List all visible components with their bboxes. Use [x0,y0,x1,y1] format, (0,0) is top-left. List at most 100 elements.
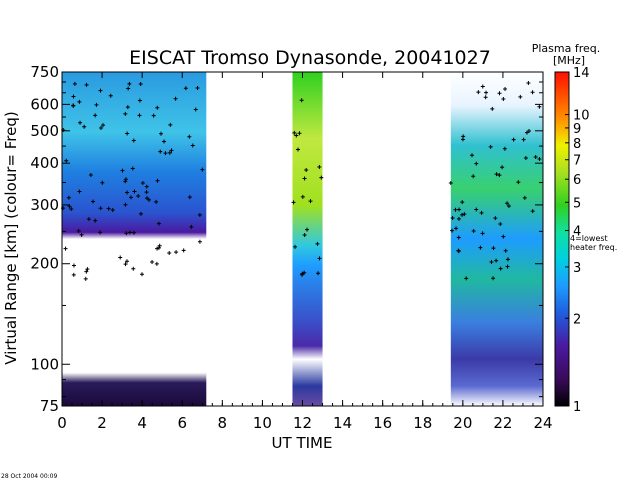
x-axis: 0 2 4 6 8 10 12 14 16 18 20 22 24 [57,72,553,432]
trace-marker [123,111,128,116]
trace-marker [497,173,502,178]
trace-marker [82,124,87,129]
trace-marker [537,104,542,109]
trace-marker [93,113,98,118]
colorbar-tick-label: 10 [573,109,590,124]
trace-marker [138,81,143,86]
colorbar-tick-label: 5 [573,196,581,211]
trace-marker [131,266,136,271]
y-axis: 75 100 200 300 400 500 600 750 [30,63,543,415]
trace-marker [506,203,511,208]
trace-marker [120,168,125,173]
trace-marker [304,167,309,172]
trace-marker [527,129,532,134]
trace-marker [147,197,152,202]
trace-marker [167,251,172,256]
x-tick-label: 16 [373,414,392,432]
trace-marker [197,239,202,244]
trace-marker [123,202,128,207]
trace-marker [474,161,479,166]
trace-marker [127,230,132,235]
trace-marker [489,260,494,265]
footer-timestamp: 28 Oct 2004 00:09 [1,473,57,480]
colorbar-tick-label: 4 [573,225,581,240]
trace-marker [71,263,76,268]
colorbar-tick-label: 6 [573,173,581,188]
trace-marker [123,177,128,182]
trace-marker [98,88,103,93]
trace-marker [450,228,455,233]
trace-marker [125,190,130,195]
trace-marker [98,206,103,211]
trace-marker [101,123,106,128]
trace-marker [94,102,99,107]
trace-marker [162,139,167,144]
trace-marker [498,222,503,227]
y-tick-label: 200 [30,255,59,273]
trace-marker [118,255,123,260]
trace-marker [169,148,174,153]
trace-marker [483,95,488,100]
trace-marker [156,221,161,226]
trace-marker [491,276,496,281]
trace-marker [316,271,321,276]
trace-marker [505,257,510,262]
y-tick-label: 100 [30,355,59,373]
trace-marker [77,99,82,104]
trace-marker [200,167,205,172]
trace-marker [132,189,137,194]
trace-marker [505,264,510,269]
trace-marker [195,85,200,90]
trace-marker [154,199,159,204]
colorbar-tick-label: 3 [573,261,581,276]
trace-marker [302,176,307,181]
colorbar-note-line1: 4=lowest [570,234,608,243]
trace-marker [503,86,508,91]
trace-marker [106,206,111,211]
trace-marker [71,94,76,99]
trace-marker [71,272,76,277]
trace-marker [457,207,462,212]
trace-marker [453,207,458,212]
trace-marker [174,250,179,255]
trace-marker [498,266,503,271]
trace-marker [530,90,535,95]
trace-marker [523,155,528,160]
trace-marker [299,98,304,103]
trace-marker [294,133,299,138]
trace-marker [78,120,83,125]
trace-marker [305,227,310,232]
trace-marker [480,231,485,236]
trace-marker [448,181,453,186]
trace-marker [533,155,538,160]
trace-marker [476,90,481,95]
trace-marker [173,96,178,101]
trace-marker [293,244,298,249]
x-tick-label: 0 [57,414,67,432]
x-tick-label: 2 [97,414,107,432]
colorbar [554,71,570,407]
x-tick-label: 24 [533,414,552,432]
trace-marker [518,94,523,99]
trace-marker [460,200,465,205]
trace-marker [85,267,90,272]
trace-marker [501,97,506,102]
x-tick-label: 14 [333,414,352,432]
trace-marker [93,218,98,223]
trace-marker [470,153,475,158]
trace-marker [471,228,476,233]
x-tick-label: 18 [413,414,432,432]
trace-marker [511,137,516,142]
trace-marker [537,156,542,161]
trace-marker [497,91,502,96]
trace-marker [488,144,493,149]
colorbar-tick-label: 14 [573,66,590,81]
trace-marker [168,122,173,127]
y-tick-label: 400 [30,154,59,172]
trace-marker [123,179,128,184]
x-tick-label: 10 [253,414,272,432]
trace-marker [454,226,459,231]
trace-marker [79,232,84,237]
chart-title: EISCAT Tromso Dynasonde, 20041027 [129,47,491,69]
colorbar-title: Plasma freq. [532,42,601,55]
